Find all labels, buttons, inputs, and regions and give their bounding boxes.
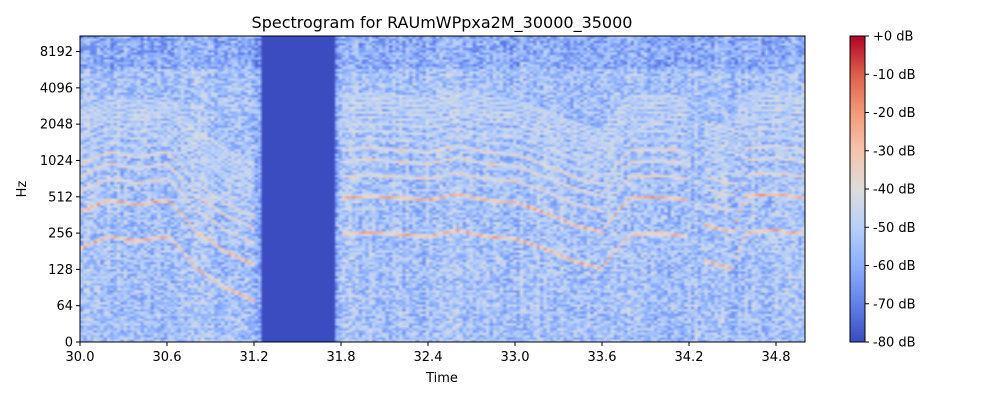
colorbar-tick-label: -10 dB bbox=[873, 68, 916, 83]
colorbar-tick-label: -70 dB bbox=[873, 297, 916, 312]
y-tick-label: 2048 bbox=[40, 118, 73, 133]
x-tick-label: 34.8 bbox=[762, 350, 791, 365]
y-tick-label: 0 bbox=[65, 336, 73, 351]
colorbar-tick-label: -60 dB bbox=[873, 259, 916, 274]
x-tick-label: 30.0 bbox=[66, 350, 95, 365]
y-tick-label: 4096 bbox=[40, 81, 73, 96]
y-axis: 0 64 128 256 512 1024 2048 4096 8192 bbox=[40, 45, 80, 351]
x-tick-label: 33.6 bbox=[588, 350, 617, 365]
x-axis-label: Time bbox=[425, 371, 458, 386]
x-tick-label: 31.8 bbox=[327, 350, 356, 365]
colorbar-ticks: +0 dB -10 dB -20 dB -30 dB -40 dB -50 dB -60 d… bbox=[865, 30, 916, 351]
plot-area bbox=[79, 35, 806, 343]
chart-title: Spectrogram for RAUmWPpxa2M_30000_35000 bbox=[252, 13, 633, 33]
colorbar-tick-label: -20 dB bbox=[873, 106, 916, 121]
y-tick-label: 256 bbox=[48, 227, 73, 242]
y-tick-label: 64 bbox=[56, 299, 73, 314]
x-tick-label: 32.4 bbox=[414, 350, 443, 365]
x-axis: 30.0 30.6 31.2 31.8 32.4 33.0 33.6 34.2 34.8 bbox=[66, 342, 791, 365]
y-tick-label: 128 bbox=[48, 263, 73, 278]
spectrogram-heatmap bbox=[80, 36, 805, 342]
colorbar-tick-label: -50 dB bbox=[873, 221, 916, 236]
colorbar-tick-label: -80 dB bbox=[873, 336, 916, 351]
y-tick-label: 1024 bbox=[40, 154, 73, 169]
x-tick-label: 34.2 bbox=[675, 350, 704, 365]
x-tick-label: 30.6 bbox=[153, 350, 182, 365]
colorbar-tick-label: -30 dB bbox=[873, 144, 916, 159]
colorbar-gradient bbox=[850, 36, 865, 342]
colorbar-tick-label: -40 dB bbox=[873, 183, 916, 198]
x-tick-label: 33.0 bbox=[501, 350, 530, 365]
y-tick-label: 8192 bbox=[40, 45, 73, 60]
plot-frame bbox=[79, 35, 806, 343]
x-tick-label: 31.2 bbox=[240, 350, 269, 365]
y-axis-label: Hz bbox=[15, 181, 30, 198]
colorbar-tick-label: +0 dB bbox=[873, 30, 913, 45]
colorbar: +0 dB -10 dB -20 dB -30 dB -40 dB -50 dB -60 d… bbox=[849, 30, 916, 351]
y-tick-label: 512 bbox=[48, 190, 73, 205]
